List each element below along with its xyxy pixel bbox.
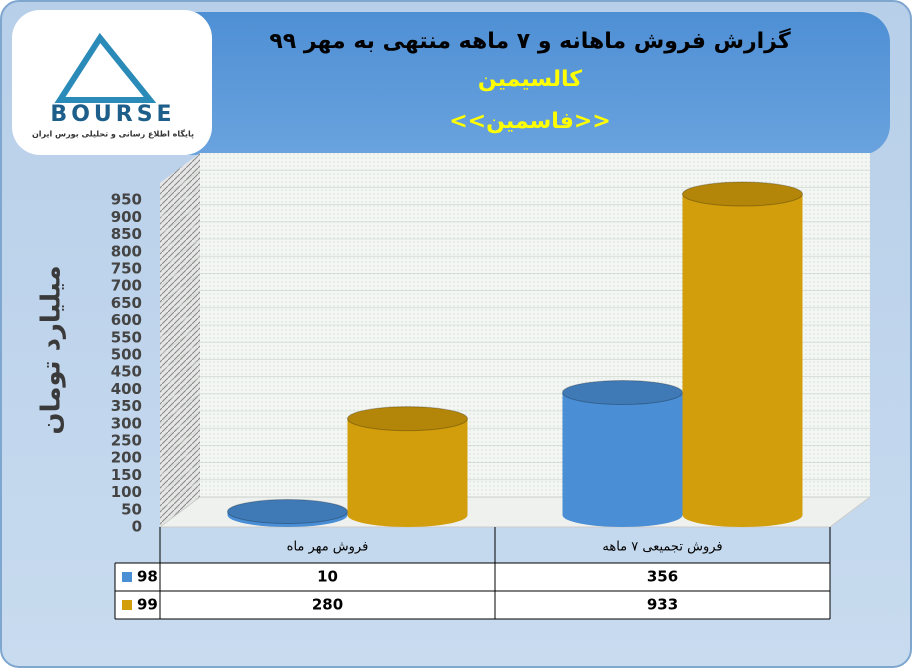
legend-swatch [122,600,132,610]
bar-top [227,499,348,525]
grid-line [159,221,870,253]
bar-top [562,380,683,406]
chart-title: گزارش فروش ماهانه و ۷ ماهه منتهی به مهر … [269,27,791,54]
y-tick-label: 150 [111,466,142,484]
logo: BOURSE پایگاه اطلاع رسانی و تحلیلی بورس … [12,10,212,155]
grid-line [159,359,870,390]
bar [347,418,468,515]
bar-top [347,406,468,432]
grid-line [159,307,870,339]
legend-label: 98 [137,568,158,586]
y-tick-label: 550 [111,328,142,346]
y-tick-label: 700 [111,277,142,295]
table-value: 933 [647,596,678,614]
chart-subtitle: کالسیمین [478,67,582,92]
y-tick-label: 750 [111,260,142,278]
logo-shape [54,32,157,103]
legend-label: 99 [137,596,158,614]
y-tick-label: 650 [111,294,142,312]
y-tick-label: 100 [111,483,142,501]
grid-line [159,273,870,304]
x-tick-label: فروش تجمیعی ۷ ماهه [602,540,722,555]
y-tick-label: 250 [111,432,142,450]
logo-caption: پایگاه اطلاع رسانی و تحلیلی بورس ایران [32,129,194,140]
grid-line [159,341,870,373]
logo-box [12,10,212,155]
y-tick-label: 0 [132,518,142,536]
y-tick-label: 900 [111,208,142,226]
grid-line [159,324,870,356]
y-tick-label: 850 [111,225,142,243]
logo-text: BOURSE [50,102,175,127]
bar-top [682,181,803,207]
y-tick-label: 450 [111,363,142,381]
y-tick-label: 50 [121,500,142,518]
bar [562,392,683,515]
y-tick-label: 950 [111,191,142,209]
table-value: 10 [317,568,338,586]
y-tick-label: 350 [111,397,142,415]
grid-line [159,204,870,235]
y-tick-label: 800 [111,242,142,260]
y-axis-label: میلیارد تومان [37,265,67,434]
y-tick-label: 500 [111,346,142,364]
y-tick-label: 400 [111,380,142,398]
y-tick-label: 300 [111,414,142,432]
grid-line [159,238,870,270]
grid-line [159,169,870,201]
grid-line [159,290,870,321]
y-tick-label: 200 [111,449,142,467]
chart-subtitle-2: <<فاسمین>> [449,109,611,134]
grid-line [159,187,870,218]
grid-line [159,255,870,287]
grid-line [159,376,870,407]
header-box [160,12,890,155]
y-tick-label: 600 [111,311,142,329]
legend-swatch [122,572,132,582]
table-value: 280 [312,596,343,614]
x-tick-label: فروش مهر ماه [287,540,369,555]
bar [682,194,803,515]
table-value: 356 [647,568,678,586]
